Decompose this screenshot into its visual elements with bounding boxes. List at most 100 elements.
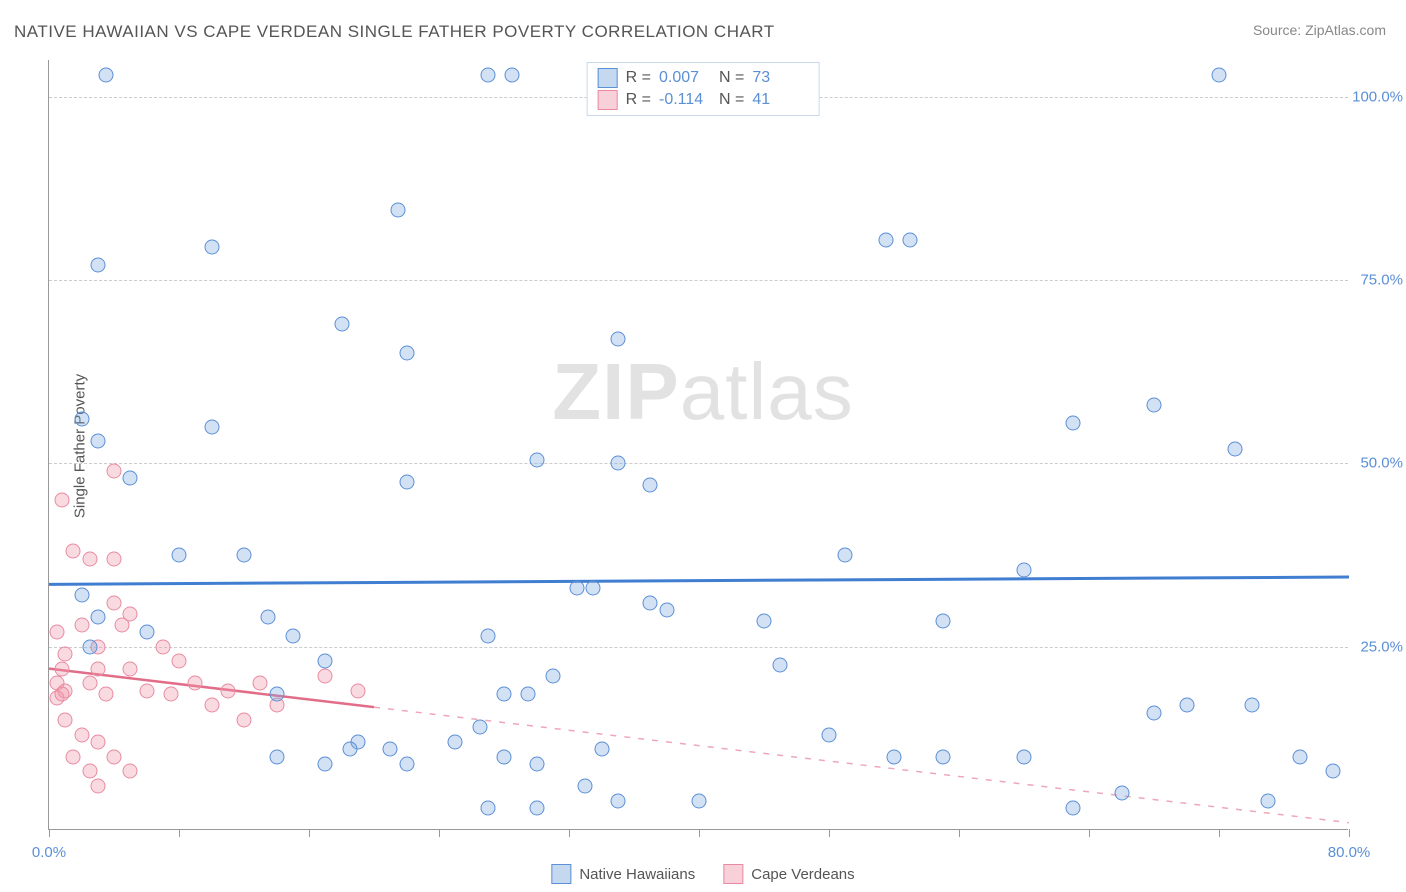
data-point bbox=[529, 452, 544, 467]
data-point bbox=[139, 683, 154, 698]
data-point bbox=[74, 588, 89, 603]
data-point bbox=[643, 478, 658, 493]
data-point bbox=[237, 713, 252, 728]
data-point bbox=[529, 757, 544, 772]
swatch-blue-icon bbox=[551, 864, 571, 884]
data-point bbox=[903, 232, 918, 247]
data-point bbox=[480, 67, 495, 82]
data-point bbox=[58, 647, 73, 662]
data-point bbox=[692, 793, 707, 808]
x-tick bbox=[1349, 829, 1350, 837]
data-point bbox=[55, 493, 70, 508]
n-value-blue: 73 bbox=[752, 69, 804, 87]
data-point bbox=[448, 735, 463, 750]
data-point bbox=[82, 676, 97, 691]
x-tick bbox=[439, 829, 440, 837]
data-point bbox=[757, 614, 772, 629]
data-point bbox=[318, 654, 333, 669]
data-point bbox=[90, 661, 105, 676]
x-tick-label: 80.0% bbox=[1328, 844, 1371, 861]
data-point bbox=[1244, 698, 1259, 713]
data-point bbox=[269, 749, 284, 764]
n-label: N = bbox=[719, 69, 744, 87]
data-point bbox=[1065, 416, 1080, 431]
data-point bbox=[935, 749, 950, 764]
data-point bbox=[204, 698, 219, 713]
data-point bbox=[139, 625, 154, 640]
data-point bbox=[66, 749, 81, 764]
data-point bbox=[480, 801, 495, 816]
data-point bbox=[90, 735, 105, 750]
data-point bbox=[545, 669, 560, 684]
data-point bbox=[123, 764, 138, 779]
data-point bbox=[123, 471, 138, 486]
data-point bbox=[163, 687, 178, 702]
gridline bbox=[49, 280, 1348, 281]
data-point bbox=[497, 749, 512, 764]
data-point bbox=[399, 474, 414, 489]
r-label: R = bbox=[626, 91, 651, 109]
data-point bbox=[773, 658, 788, 673]
data-point bbox=[878, 232, 893, 247]
legend-label-pink: Cape Verdeans bbox=[751, 866, 854, 883]
data-point bbox=[472, 720, 487, 735]
data-point bbox=[204, 419, 219, 434]
x-tick bbox=[1089, 829, 1090, 837]
x-tick bbox=[1219, 829, 1220, 837]
data-point bbox=[1065, 801, 1080, 816]
data-point bbox=[318, 757, 333, 772]
stats-row-blue: R = 0.007 N = 73 bbox=[598, 67, 805, 89]
data-point bbox=[98, 67, 113, 82]
x-tick bbox=[309, 829, 310, 837]
data-point bbox=[74, 727, 89, 742]
legend-item-blue: Native Hawaiians bbox=[551, 864, 695, 884]
data-point bbox=[107, 463, 122, 478]
y-tick-label: 50.0% bbox=[1360, 455, 1403, 472]
data-point bbox=[237, 548, 252, 563]
data-point bbox=[610, 456, 625, 471]
series-legend: Native Hawaiians Cape Verdeans bbox=[551, 864, 854, 884]
data-point bbox=[82, 551, 97, 566]
data-point bbox=[594, 742, 609, 757]
data-point bbox=[1293, 749, 1308, 764]
data-point bbox=[1212, 67, 1227, 82]
n-value-pink: 41 bbox=[752, 91, 804, 109]
data-point bbox=[58, 713, 73, 728]
data-point bbox=[529, 801, 544, 816]
data-point bbox=[74, 617, 89, 632]
x-tick bbox=[179, 829, 180, 837]
data-point bbox=[1114, 786, 1129, 801]
data-point bbox=[1179, 698, 1194, 713]
x-tick bbox=[699, 829, 700, 837]
r-value-blue: 0.007 bbox=[659, 69, 711, 87]
data-point bbox=[1228, 441, 1243, 456]
data-point bbox=[610, 331, 625, 346]
r-label: R = bbox=[626, 69, 651, 87]
plot-area: 25.0%50.0%75.0%100.0%0.0%80.0% bbox=[48, 60, 1348, 830]
legend-item-pink: Cape Verdeans bbox=[723, 864, 854, 884]
data-point bbox=[253, 676, 268, 691]
data-point bbox=[123, 606, 138, 621]
data-point bbox=[55, 687, 70, 702]
data-point bbox=[285, 628, 300, 643]
data-point bbox=[107, 551, 122, 566]
data-point bbox=[269, 687, 284, 702]
data-point bbox=[155, 639, 170, 654]
data-point bbox=[659, 603, 674, 618]
data-point bbox=[1147, 705, 1162, 720]
data-point bbox=[480, 628, 495, 643]
gridline bbox=[49, 463, 1348, 464]
x-tick bbox=[569, 829, 570, 837]
data-point bbox=[318, 669, 333, 684]
data-point bbox=[1017, 562, 1032, 577]
data-point bbox=[505, 67, 520, 82]
data-point bbox=[578, 779, 593, 794]
x-tick bbox=[49, 829, 50, 837]
data-point bbox=[50, 625, 65, 640]
legend-label-blue: Native Hawaiians bbox=[579, 866, 695, 883]
data-point bbox=[391, 203, 406, 218]
y-tick-label: 25.0% bbox=[1360, 638, 1403, 655]
data-point bbox=[172, 548, 187, 563]
x-tick-label: 0.0% bbox=[32, 844, 66, 861]
data-point bbox=[82, 764, 97, 779]
